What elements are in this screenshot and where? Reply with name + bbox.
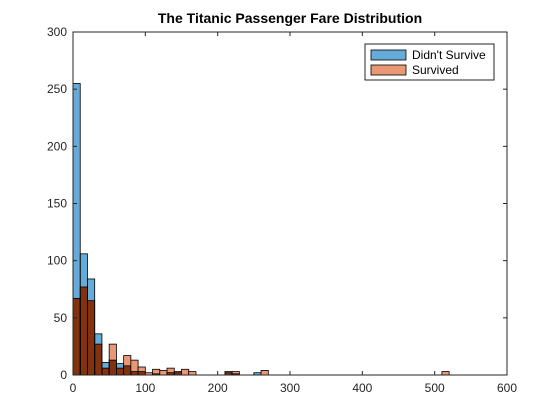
x-tick-label: 400 xyxy=(352,381,372,395)
y-tick-label: 0 xyxy=(60,368,67,382)
survived-bar xyxy=(145,372,153,375)
overlap-bar xyxy=(87,300,95,375)
overlap-bar xyxy=(123,365,131,375)
x-tick-label: 100 xyxy=(135,381,155,395)
legend-label-didnt-survive: Didn't Survive xyxy=(412,48,486,62)
y-tick-label: 100 xyxy=(47,254,67,268)
chart-title: The Titanic Passenger Fare Distribution xyxy=(158,10,422,26)
x-tick-label: 200 xyxy=(208,381,228,395)
overlap-bar xyxy=(174,372,182,375)
survived-bar xyxy=(232,371,240,374)
overlap-bar xyxy=(232,373,240,375)
survived-bar xyxy=(188,371,196,375)
survived-bar xyxy=(441,371,450,375)
axes: 0 100 200 300 400 500 600 0 50 100 150 200 250 300 xyxy=(47,25,517,395)
overlap-bar xyxy=(94,344,102,375)
plot-area xyxy=(73,32,507,375)
overlap-bars xyxy=(73,286,240,375)
survived-bar xyxy=(138,366,146,372)
overlap-bar xyxy=(101,368,110,375)
legend-label-survived: Survived xyxy=(412,63,459,77)
legend-swatch-didnt-survive xyxy=(370,49,407,61)
overlap-bar xyxy=(167,372,175,375)
x-tick-label: 300 xyxy=(280,381,300,395)
overlap-bar xyxy=(152,373,160,375)
didnt-survive-bar xyxy=(253,372,262,375)
survived-bar xyxy=(123,355,131,366)
x-tick-label: 600 xyxy=(497,381,517,395)
didnt-survive-bar xyxy=(73,83,81,375)
overlap-bar xyxy=(109,360,117,375)
y-tick-label: 50 xyxy=(54,311,68,325)
survived-bar xyxy=(224,371,233,373)
survived-bar xyxy=(181,369,189,375)
overlap-bar xyxy=(138,371,146,375)
overlap-bar xyxy=(224,372,233,375)
survived-bar xyxy=(109,344,117,361)
survived-bar xyxy=(130,360,139,372)
y-tick-label: 150 xyxy=(47,197,67,211)
x-tick-label: 0 xyxy=(70,381,77,395)
overlap-bar xyxy=(73,298,81,375)
survived-bar xyxy=(174,371,182,373)
y-tick-label: 200 xyxy=(47,139,67,153)
overlap-bar xyxy=(116,368,124,375)
legend-swatch-survived xyxy=(370,64,407,76)
survived-bar xyxy=(152,369,160,374)
y-tick-label: 300 xyxy=(47,25,67,39)
overlap-bar xyxy=(80,286,88,375)
y-tick-label: 250 xyxy=(47,82,67,96)
overlap-bar xyxy=(130,371,139,375)
x-tick-label: 500 xyxy=(425,381,445,395)
survived-bar xyxy=(167,368,175,373)
survived-bar xyxy=(261,370,269,375)
survived-bar xyxy=(159,370,168,375)
